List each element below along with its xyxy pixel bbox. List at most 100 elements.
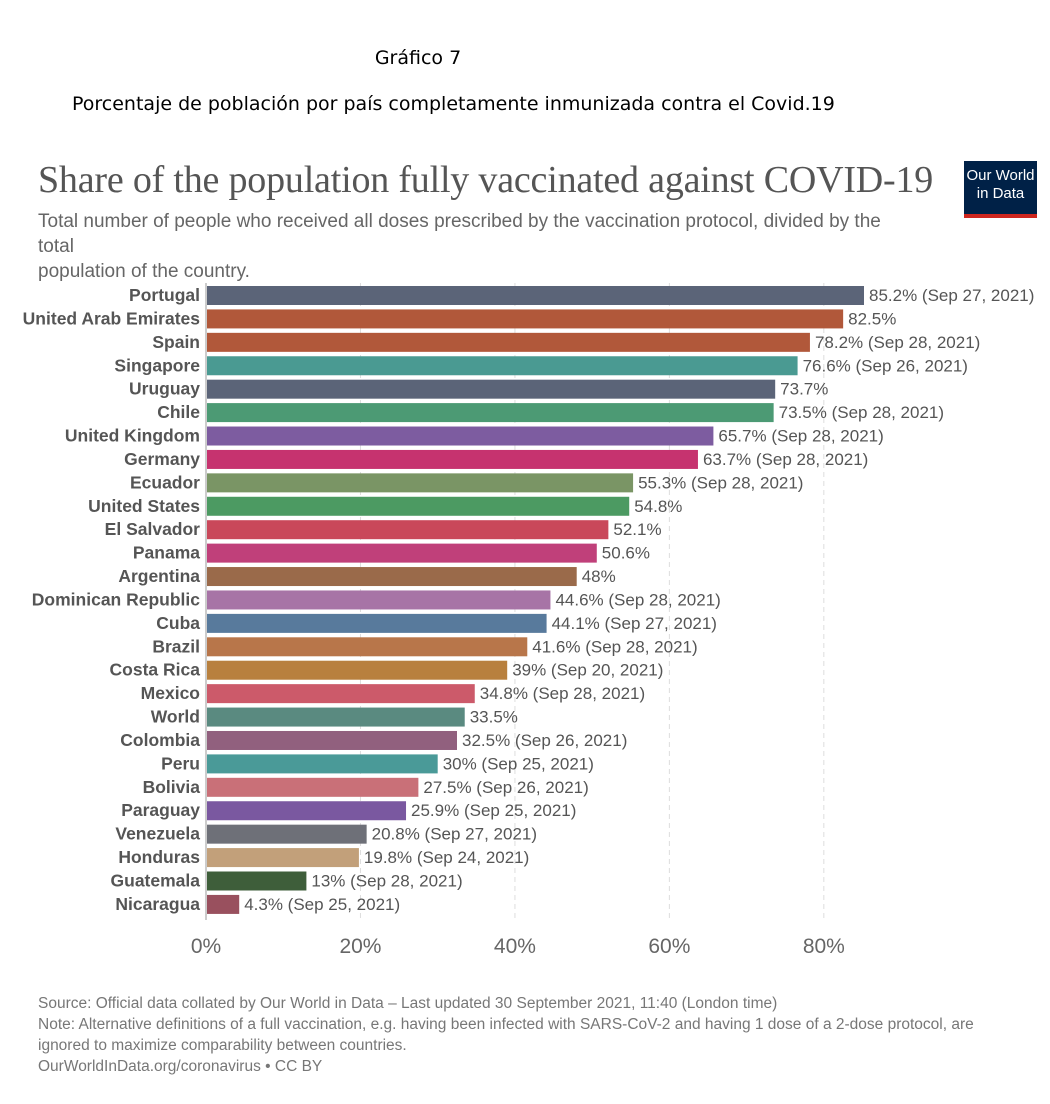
logo-accent-bar bbox=[964, 214, 1037, 218]
bar[interactable] bbox=[207, 473, 634, 493]
bar-row[interactable]: Guatemala 13% (Sep 28, 2021) bbox=[111, 871, 463, 891]
bar[interactable] bbox=[207, 543, 597, 563]
value-label: 44.1% (Sep 27, 2021) bbox=[552, 614, 717, 633]
bar-row[interactable]: Uruguay 73.7% bbox=[129, 379, 828, 399]
bar[interactable] bbox=[207, 848, 359, 868]
x-tick-label: 60% bbox=[648, 935, 690, 958]
value-label: 39% (Sep 20, 2021) bbox=[512, 661, 663, 680]
value-label: 13% (Sep 28, 2021) bbox=[311, 872, 462, 891]
figure-number: Gráfico 7 bbox=[374, 47, 462, 69]
bar-row[interactable]: Spain 78.2% (Sep 28, 2021) bbox=[152, 332, 980, 352]
chart-title: Share of the population fully vaccinated… bbox=[38, 159, 934, 201]
logo-line-1: Our World bbox=[966, 167, 1035, 184]
x-tick-label: 20% bbox=[339, 935, 381, 958]
country-label: Colombia bbox=[120, 730, 200, 750]
bar-row[interactable]: Brazil 41.6% (Sep 28, 2021) bbox=[152, 636, 698, 657]
bar-row[interactable]: World 33.5% bbox=[151, 707, 518, 727]
country-label: Spain bbox=[152, 332, 200, 352]
figure-caption: Porcentaje de población por país complet… bbox=[72, 93, 835, 115]
bar[interactable] bbox=[207, 613, 547, 633]
bar-row[interactable]: Colombia 32.5% (Sep 26, 2021) bbox=[120, 730, 627, 750]
bar-row[interactable]: Paraguay 25.9% (Sep 25, 2021) bbox=[121, 800, 576, 821]
credit-link[interactable]: OurWorldInData.org/coronavirus • CC BY bbox=[38, 1058, 323, 1075]
bar[interactable] bbox=[207, 286, 864, 305]
bar[interactable] bbox=[207, 894, 240, 914]
value-label: 4.3% (Sep 25, 2021) bbox=[244, 895, 400, 914]
bar[interactable] bbox=[207, 403, 774, 423]
bar-row[interactable]: Peru 30% (Sep 25, 2021) bbox=[161, 753, 594, 774]
country-label: El Salvador bbox=[105, 519, 201, 539]
bar[interactable] bbox=[207, 777, 419, 797]
bar-row[interactable]: Venezuela 20.8% (Sep 27, 2021) bbox=[115, 824, 537, 844]
bar-row[interactable]: Portugal 85.2% (Sep 27, 2021) bbox=[129, 285, 1034, 305]
value-label: 82.5% bbox=[848, 309, 896, 328]
country-label: Dominican Republic bbox=[32, 589, 200, 609]
bar[interactable] bbox=[207, 730, 457, 750]
owid-logo[interactable]: Our World in Data bbox=[964, 161, 1037, 218]
bar[interactable] bbox=[207, 684, 475, 704]
bar[interactable] bbox=[207, 871, 307, 891]
bar[interactable] bbox=[207, 309, 844, 329]
country-label: Uruguay bbox=[129, 379, 200, 399]
bar[interactable] bbox=[207, 637, 528, 657]
country-label: Mexico bbox=[141, 683, 200, 703]
value-label: 76.6% (Sep 26, 2021) bbox=[803, 356, 968, 375]
bar[interactable] bbox=[207, 754, 438, 774]
bar-row[interactable]: Costa Rica 39% (Sep 20, 2021) bbox=[110, 660, 664, 680]
bar-row[interactable]: Cuba 44.1% (Sep 27, 2021) bbox=[156, 613, 717, 633]
value-label: 20.8% (Sep 27, 2021) bbox=[372, 825, 537, 844]
bar[interactable] bbox=[207, 426, 714, 446]
bar-row[interactable]: Germany 63.7% (Sep 28, 2021) bbox=[124, 449, 868, 469]
bar-row[interactable]: Singapore 76.6% (Sep 26, 2021) bbox=[114, 355, 968, 376]
bar-row[interactable]: Argentina 48% bbox=[118, 566, 616, 587]
bar[interactable] bbox=[207, 567, 577, 587]
chart-subtitle-line-1: Total number of people who received all … bbox=[38, 211, 881, 257]
value-label: 65.7% (Sep 28, 2021) bbox=[718, 427, 883, 446]
bar[interactable] bbox=[207, 520, 609, 540]
bar[interactable] bbox=[207, 707, 465, 727]
bar-row[interactable]: Dominican Republic 44.6% (Sep 28, 2021) bbox=[32, 589, 721, 610]
country-label: Argentina bbox=[118, 566, 200, 586]
country-label: Venezuela bbox=[115, 824, 200, 844]
x-axis: 0% 20% 40% 60% 80% bbox=[191, 935, 845, 958]
value-label: 55.3% (Sep 28, 2021) bbox=[638, 473, 803, 492]
bar-row[interactable]: United Arab Emirates 82.5% bbox=[23, 308, 897, 329]
x-tick-label: 80% bbox=[803, 935, 845, 958]
chart-subtitle-line-2: population of the country. bbox=[38, 261, 250, 282]
bar-row[interactable]: United States 54.8% bbox=[88, 496, 682, 516]
bar[interactable] bbox=[207, 356, 798, 376]
bar[interactable] bbox=[207, 332, 810, 352]
bar[interactable] bbox=[207, 590, 551, 610]
definition-note-line-2: ignored to maximize comparability betwee… bbox=[38, 1037, 407, 1054]
value-label: 73.7% bbox=[780, 380, 828, 399]
country-label: United States bbox=[88, 496, 200, 516]
bar[interactable] bbox=[207, 824, 367, 844]
value-label: 44.6% (Sep 28, 2021) bbox=[555, 590, 720, 609]
bar-row[interactable]: United Kingdom 65.7% (Sep 28, 2021) bbox=[65, 426, 884, 446]
source-note: Source: Official data collated by Our Wo… bbox=[38, 995, 778, 1012]
value-label: 30% (Sep 25, 2021) bbox=[443, 754, 594, 773]
bar[interactable] bbox=[207, 496, 630, 516]
country-label: Portugal bbox=[129, 285, 200, 305]
bar[interactable] bbox=[207, 801, 407, 821]
value-label: 50.6% bbox=[602, 544, 650, 563]
bar-row[interactable]: El Salvador 52.1% bbox=[105, 519, 662, 540]
bar-row[interactable]: Nicaragua 4.3% (Sep 25, 2021) bbox=[115, 894, 400, 914]
bar-row[interactable]: Chile 73.5% (Sep 28, 2021) bbox=[157, 402, 944, 423]
bar-row[interactable]: Panama 50.6% bbox=[133, 543, 650, 563]
bar-row[interactable]: Bolivia 27.5% (Sep 26, 2021) bbox=[143, 777, 589, 797]
value-label: 78.2% (Sep 28, 2021) bbox=[815, 333, 980, 352]
bar[interactable] bbox=[207, 379, 776, 399]
bar-row[interactable]: Ecuador 55.3% (Sep 28, 2021) bbox=[130, 472, 804, 493]
bar-layer: Portugal 85.2% (Sep 27, 2021) United Arab … bbox=[23, 285, 1034, 914]
country-label: Brazil bbox=[152, 636, 200, 656]
bar[interactable] bbox=[207, 660, 508, 680]
country-label: United Kingdom bbox=[65, 426, 200, 446]
value-label: 32.5% (Sep 26, 2021) bbox=[462, 731, 627, 750]
bar[interactable] bbox=[207, 449, 698, 469]
bar-row[interactable]: Honduras 19.8% (Sep 24, 2021) bbox=[118, 847, 529, 868]
bar-row[interactable]: Mexico 34.8% (Sep 28, 2021) bbox=[141, 683, 645, 704]
value-label: 54.8% bbox=[634, 497, 682, 516]
country-label: Singapore bbox=[114, 355, 200, 375]
value-label: 27.5% (Sep 26, 2021) bbox=[423, 778, 588, 797]
